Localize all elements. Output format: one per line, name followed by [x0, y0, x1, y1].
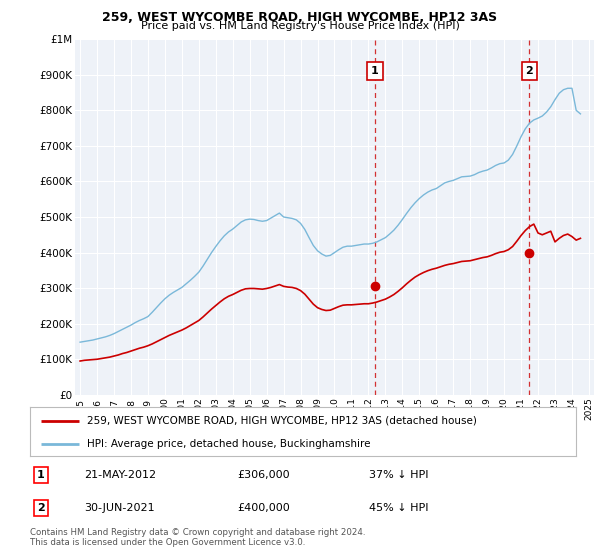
Text: Contains HM Land Registry data © Crown copyright and database right 2024.
This d: Contains HM Land Registry data © Crown c…	[30, 528, 365, 547]
Text: 2: 2	[526, 66, 533, 76]
Text: 30-JUN-2021: 30-JUN-2021	[85, 503, 155, 513]
Text: 1: 1	[371, 66, 379, 76]
Text: HPI: Average price, detached house, Buckinghamshire: HPI: Average price, detached house, Buck…	[88, 439, 371, 449]
Text: 259, WEST WYCOMBE ROAD, HIGH WYCOMBE, HP12 3AS (detached house): 259, WEST WYCOMBE ROAD, HIGH WYCOMBE, HP…	[88, 416, 477, 426]
Text: 21-MAY-2012: 21-MAY-2012	[85, 470, 157, 480]
Text: 37% ↓ HPI: 37% ↓ HPI	[368, 470, 428, 480]
Text: 45% ↓ HPI: 45% ↓ HPI	[368, 503, 428, 513]
Text: 1: 1	[37, 470, 45, 480]
Text: £306,000: £306,000	[238, 470, 290, 480]
Text: Price paid vs. HM Land Registry's House Price Index (HPI): Price paid vs. HM Land Registry's House …	[140, 21, 460, 31]
Text: £400,000: £400,000	[238, 503, 290, 513]
Text: 259, WEST WYCOMBE ROAD, HIGH WYCOMBE, HP12 3AS: 259, WEST WYCOMBE ROAD, HIGH WYCOMBE, HP…	[103, 11, 497, 24]
Text: 2: 2	[37, 503, 45, 513]
